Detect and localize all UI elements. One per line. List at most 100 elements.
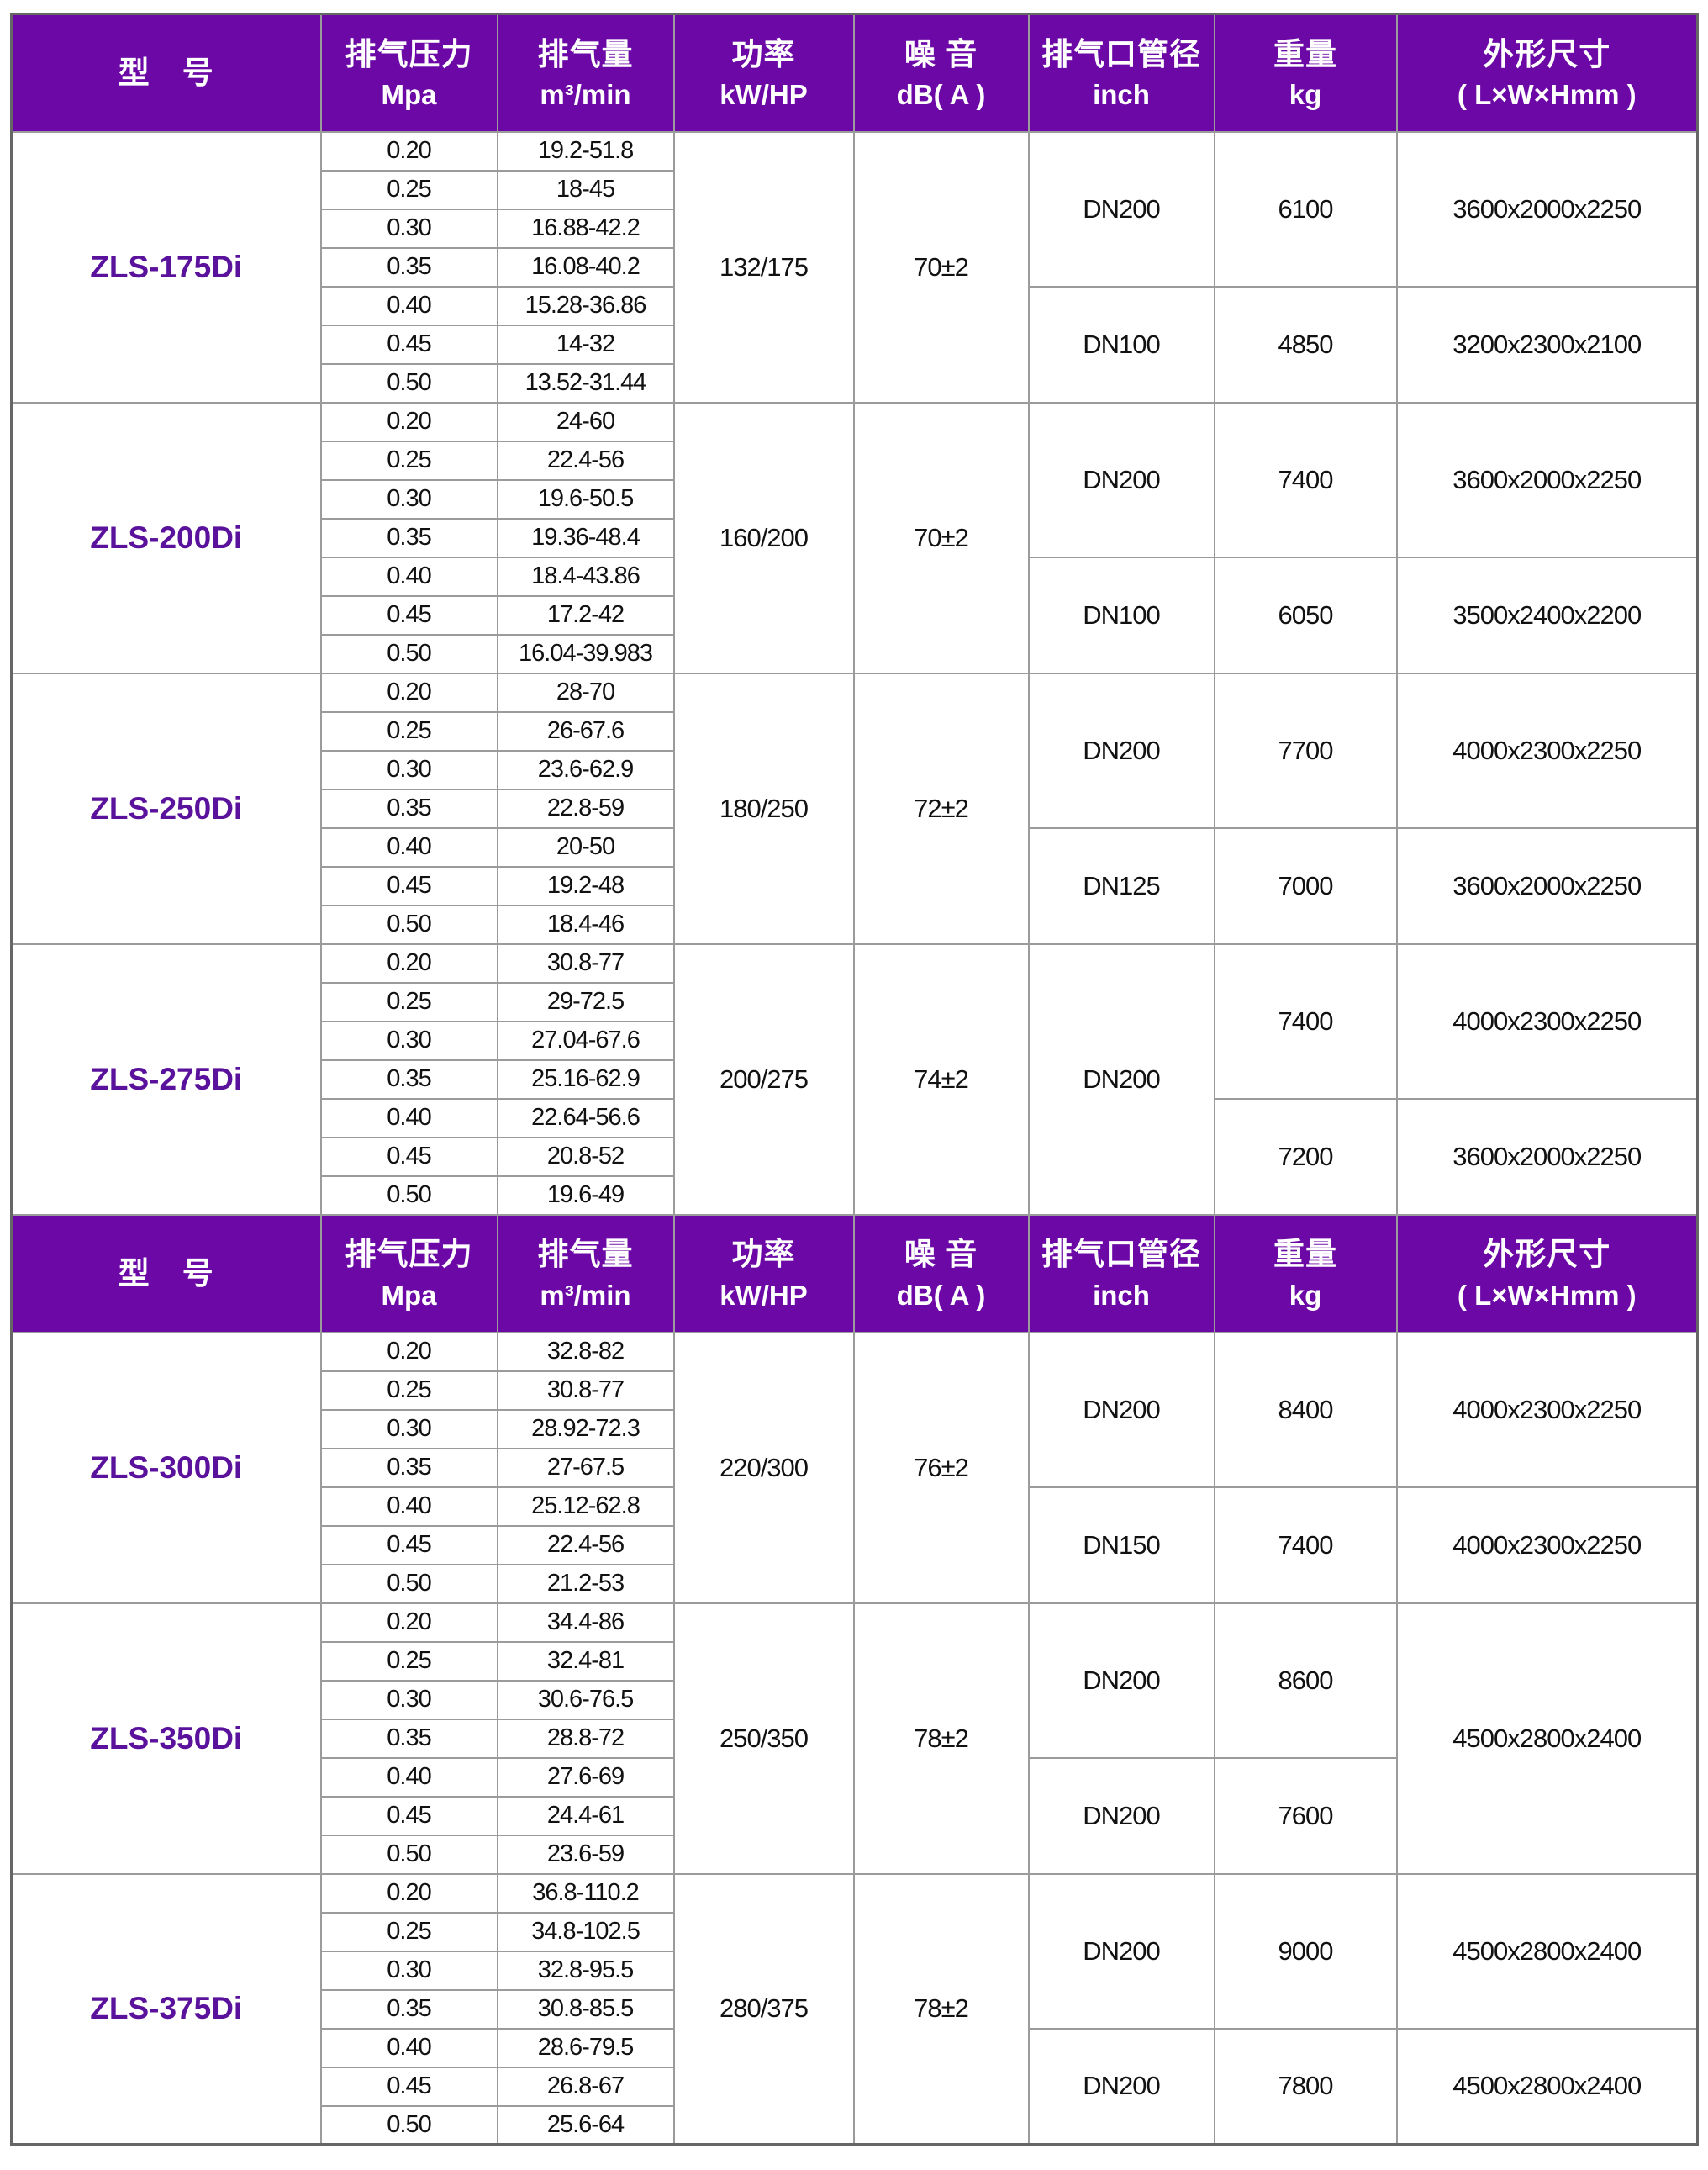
displacement-value: 17.2-42 — [496, 594, 675, 636]
displacement-value: 22.4-56 — [496, 440, 675, 481]
pressure-value: 0.35 — [319, 246, 498, 288]
table-row: 0.50 25.6-64 — [12, 2104, 1698, 2146]
header-label: dB( A ) — [896, 79, 986, 111]
pressure-value: 0.45 — [319, 2066, 498, 2107]
weight-value: 6100 — [1213, 130, 1398, 288]
table-row: 0.25 30.8-77 — [12, 1370, 1698, 1411]
header-label: 噪 音 — [904, 36, 978, 71]
pressure-value: 0.50 — [319, 904, 498, 945]
table-row: 0.50 18.4-46 — [12, 904, 1698, 945]
table-row: 0.35 22.8-59 — [12, 788, 1698, 829]
table-row: 0.35 28.8-72 — [12, 1718, 1698, 1759]
displacement-value: 27-67.5 — [496, 1447, 675, 1488]
displacement-value: 13.52-31.44 — [496, 362, 675, 404]
pressure-value: 0.20 — [319, 942, 498, 984]
displacement-value: 30.6-76.5 — [496, 1679, 675, 1720]
table-header-row: 型 号 排气压力 Mpa 排气量 m³/min 功率 kW/HP 噪 音 dB( A ) 排气口管… — [10, 13, 1699, 133]
displacement-value: 21.2-53 — [496, 1563, 675, 1604]
header-label: kW/HP — [720, 1280, 808, 1312]
header-cell-model: 型 号 — [10, 1213, 322, 1333]
noise-value: 70±2 — [852, 401, 1030, 674]
pressure-value: 0.25 — [319, 981, 498, 1022]
pressure-value: 0.35 — [319, 1447, 498, 1488]
header-cell-pressure: 排气压力 Mpa — [319, 1213, 498, 1333]
dimensions-value: 3200x2300x2100 — [1395, 285, 1699, 404]
displacement-value: 14-32 — [496, 324, 675, 365]
weight-value: 7700 — [1213, 672, 1398, 829]
pressure-value: 0.25 — [319, 440, 498, 481]
displacement-value: 30.8-77 — [496, 1370, 675, 1411]
pressure-value: 0.20 — [319, 130, 498, 172]
weight-value: 4850 — [1213, 285, 1398, 404]
weight-value: 7400 — [1213, 1486, 1398, 1604]
displacement-value: 32.8-95.5 — [496, 1950, 675, 1991]
displacement-value: 34.4-86 — [496, 1602, 675, 1643]
pressure-value: 0.20 — [319, 672, 498, 713]
displacement-value: 28.6-79.5 — [496, 2027, 675, 2068]
pipe-size-value: DN200 — [1027, 1602, 1215, 1759]
displacement-value: 19.6-50.5 — [496, 478, 675, 520]
header-cell-weight: 重量 kg — [1213, 13, 1398, 133]
pressure-value: 0.20 — [319, 1331, 498, 1372]
pressure-value: 0.50 — [319, 2104, 498, 2146]
noise-value: 78±2 — [852, 1872, 1030, 2146]
displacement-value: 18.4-46 — [496, 904, 675, 945]
weight-value: 7400 — [1213, 942, 1398, 1100]
pipe-size-value: DN200 — [1027, 1872, 1215, 2030]
pressure-value: 0.30 — [319, 1020, 498, 1061]
header-label: 外形尺寸 — [1483, 36, 1611, 71]
displacement-value: 36.8-110.2 — [496, 1872, 675, 1914]
displacement-value: 20-50 — [496, 826, 675, 868]
table-row: ZLS-200Di 0.20 24-60 160/200 70±2 DN200 7400 36… — [10, 401, 1699, 674]
header-label: m³/min — [540, 79, 631, 111]
pressure-value: 0.40 — [319, 285, 498, 326]
pipe-size-value: DN125 — [1027, 826, 1215, 945]
dimensions-value: 3600x2000x2250 — [1395, 1097, 1699, 1216]
spec-table-container: 型 号排气压力 Mpa 排气量 m³/min 功率 kW/HP 噪 音 dB( A ) 排气口管… — [10, 13, 1699, 2146]
pressure-value: 0.40 — [319, 2027, 498, 2068]
table-row: 0.30 23.6-62.9 — [12, 749, 1698, 790]
header-cell-dims: 外形尺寸 ( L×W×Hmm ) — [1395, 13, 1699, 133]
weight-value: 9000 — [1213, 1872, 1398, 2030]
displacement-value: 24-60 — [496, 401, 675, 442]
model-name: ZLS-350Di — [10, 1602, 322, 1875]
pressure-value: 0.20 — [319, 1872, 498, 1914]
table-row: ZLS-275Di 0.20 30.8-77 200/275 74±2 DN200 7400… — [10, 942, 1699, 1216]
model-name: ZLS-175Di — [10, 130, 322, 404]
displacement-value: 19.2-48 — [496, 865, 675, 906]
table-row: 0.45 17.2-42 — [12, 594, 1698, 636]
weight-value: 6050 — [1213, 556, 1398, 674]
displacement-value: 26-67.6 — [496, 710, 675, 752]
displacement-value: 25.12-62.8 — [496, 1486, 675, 1527]
displacement-value: 15.28-36.86 — [496, 285, 675, 326]
pressure-value: 0.35 — [319, 517, 498, 558]
displacement-value: 18.4-43.86 — [496, 556, 675, 597]
weight-value: 7800 — [1213, 2027, 1398, 2146]
model-name: ZLS-250Di — [10, 672, 322, 945]
header-label: 重量 — [1273, 36, 1337, 71]
displacement-value: 22.8-59 — [496, 788, 675, 829]
header-cell-noise: 噪 音 dB( A ) — [852, 13, 1030, 133]
dimensions-value: 4000x2300x2250 — [1395, 1331, 1699, 1488]
header-label: 排气口管径 — [1041, 36, 1201, 71]
table-row: 0.30 28.92-72.3 — [12, 1408, 1698, 1449]
power-value: 132/175 — [672, 130, 855, 404]
table-row: 0.30 16.88-42.2 — [12, 208, 1698, 249]
pressure-value: 0.45 — [319, 594, 498, 636]
header-label: m³/min — [540, 1280, 631, 1312]
pipe-size-value: DN150 — [1027, 1486, 1215, 1604]
table-header-row: 型 号 排气压力 Mpa 排气量 m³/min 功率 kW/HP 噪 音 dB( A ) 排气口管… — [10, 1213, 1699, 1333]
pressure-value: 0.40 — [319, 1486, 498, 1527]
table-row: 0.40 20-50 DN125 7000 3600x2000x2250 — [12, 826, 1699, 945]
header-label: ( L×W×Hmm ) — [1457, 79, 1637, 111]
pressure-value: 0.30 — [319, 208, 498, 249]
displacement-value: 29-72.5 — [496, 981, 675, 1022]
dimensions-value: 4500x2800x2400 — [1395, 2027, 1699, 2146]
header-cell-displacement: 排气量 m³/min — [496, 1213, 675, 1333]
pressure-value: 0.45 — [319, 1795, 498, 1836]
noise-value: 74±2 — [852, 942, 1030, 1216]
displacement-value: 28.8-72 — [496, 1718, 675, 1759]
header-label: Mpa — [381, 79, 437, 111]
displacement-value: 19.6-49 — [496, 1175, 675, 1216]
pipe-size-value: DN200 — [1027, 1331, 1215, 1488]
